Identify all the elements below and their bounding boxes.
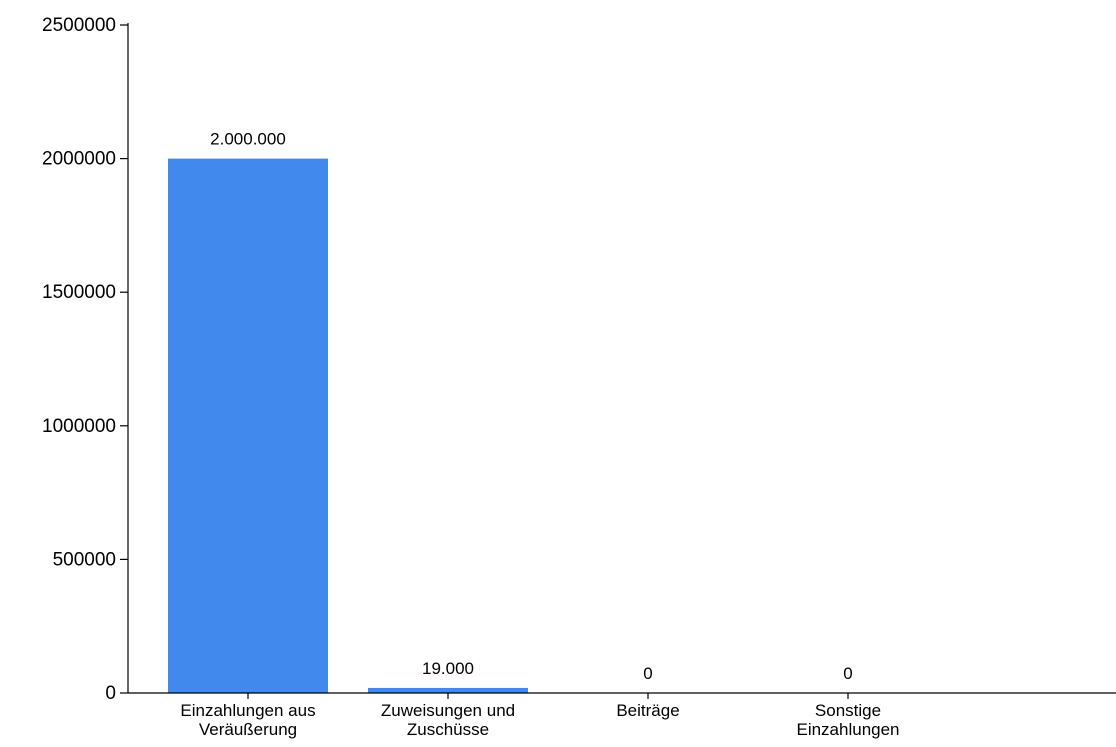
x-tick-label: Zuweisungen und Zuschüsse	[381, 701, 515, 739]
y-tick-label: 2500000	[42, 15, 116, 36]
y-tick-label: 2000000	[42, 149, 116, 170]
x-tick-label: Beiträge	[616, 701, 679, 720]
y-tick-label: 500000	[53, 549, 116, 570]
labels: 0 500000 1000000 1500000 2000000 2500000 Einza…	[42, 15, 899, 739]
axes	[120, 23, 1116, 699]
data-label: 0	[843, 664, 852, 683]
y-tick-label: 0	[105, 683, 116, 704]
x-tick-label: Sonstige Einzahlungen	[796, 701, 899, 739]
x-tick-label: Einzahlungen aus Veräußerung	[180, 701, 315, 739]
bar-2	[368, 687, 528, 693]
data-label: 2.000.000	[210, 130, 286, 149]
data-label: 19.000	[422, 659, 474, 678]
y-tick-label: 1000000	[42, 416, 116, 437]
bars	[168, 158, 528, 694]
y-tick-label: 1500000	[42, 282, 116, 303]
bar-1	[168, 158, 328, 694]
data-label: 0	[643, 664, 652, 683]
